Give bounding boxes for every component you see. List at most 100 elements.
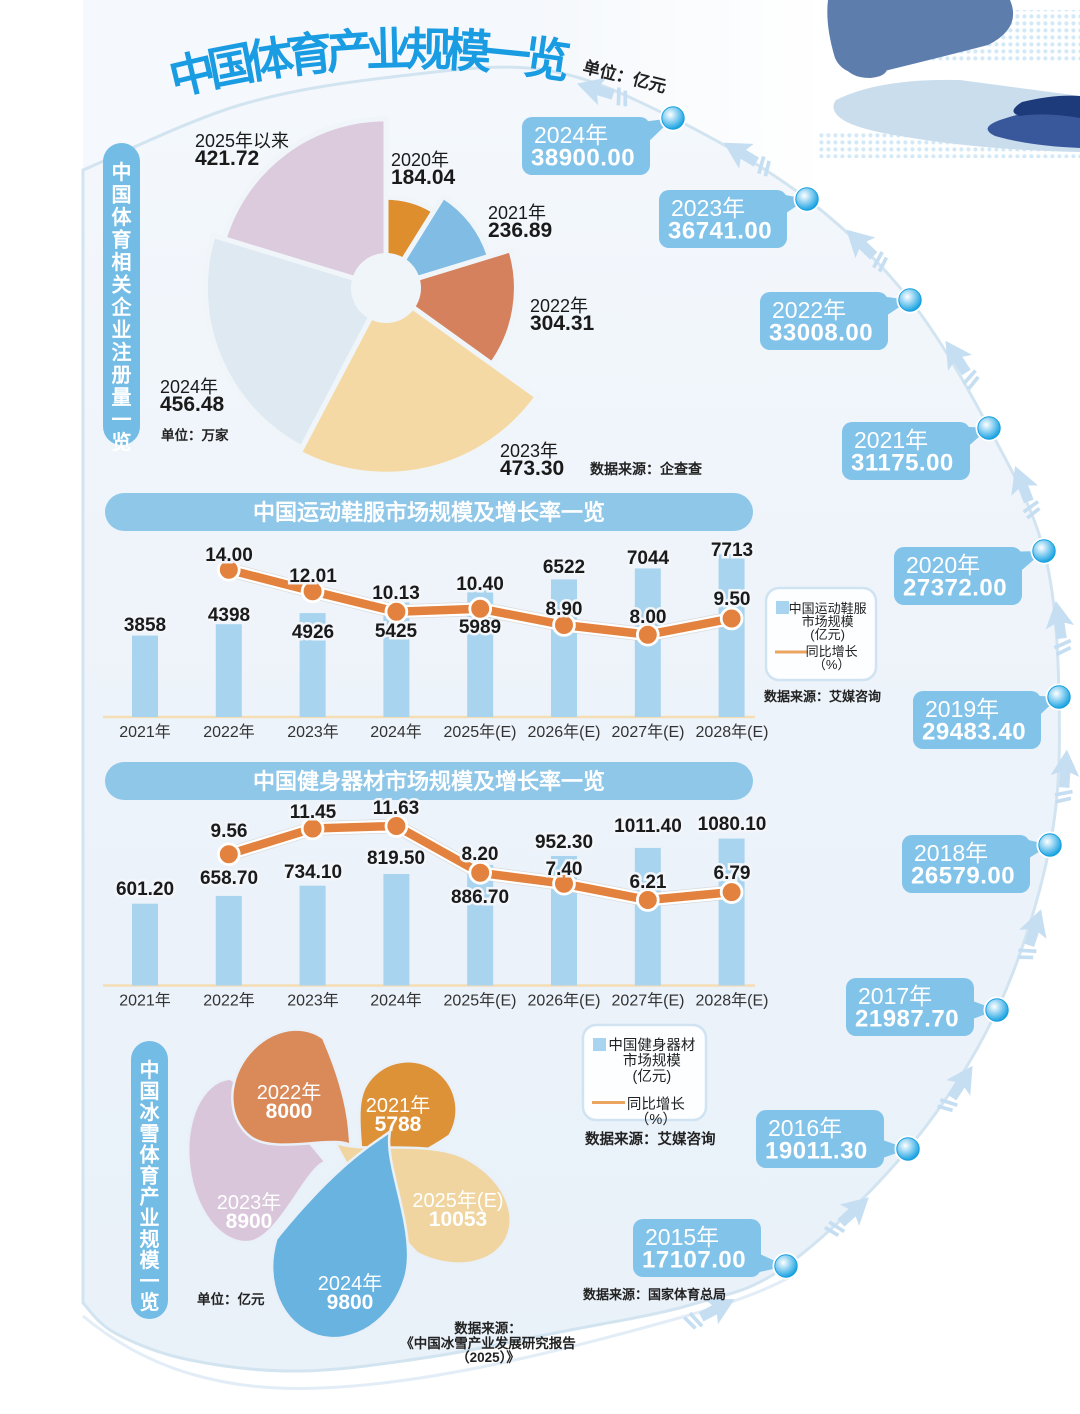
svg-text:2025年(E): 2025年(E) bbox=[412, 1189, 503, 1212]
svg-text:2026年(E): 2026年(E) bbox=[528, 723, 601, 741]
svg-text:473.30: 473.30 bbox=[500, 457, 564, 480]
svg-text:国: 国 bbox=[112, 185, 132, 207]
svg-text:2019年: 2019年 bbox=[925, 696, 999, 722]
svg-text:2024年: 2024年 bbox=[370, 723, 422, 741]
svg-text:产: 产 bbox=[140, 1185, 160, 1209]
svg-text:《中国冰雪产业发展研究报告: 《中国冰雪产业发展研究报告 bbox=[400, 1335, 576, 1351]
svg-text:市场规模: 市场规模 bbox=[623, 1053, 681, 1070]
svg-text:业: 业 bbox=[112, 319, 132, 342]
svg-text:9800: 9800 bbox=[327, 1291, 374, 1314]
svg-text:26579.00: 26579.00 bbox=[911, 863, 1015, 890]
svg-text:2028年(E): 2028年(E) bbox=[696, 723, 769, 741]
svg-text:育: 育 bbox=[140, 1164, 160, 1188]
svg-text:单位：亿元: 单位：亿元 bbox=[197, 1291, 265, 1307]
svg-text:29483.40: 29483.40 bbox=[922, 719, 1026, 746]
svg-text:7.40: 7.40 bbox=[546, 859, 583, 880]
svg-text:2018年: 2018年 bbox=[914, 840, 988, 866]
svg-text:2017年: 2017年 bbox=[858, 983, 932, 1009]
svg-text:2028年(E): 2028年(E) bbox=[696, 992, 769, 1010]
svg-text:国: 国 bbox=[140, 1081, 160, 1103]
svg-text:33008.00: 33008.00 bbox=[769, 320, 873, 347]
svg-text:2016年: 2016年 bbox=[768, 1115, 842, 1141]
svg-text:2026年(E): 2026年(E) bbox=[528, 992, 601, 1010]
svg-text:业: 业 bbox=[140, 1207, 160, 1230]
svg-text:2021年: 2021年 bbox=[854, 427, 928, 453]
svg-text:5425: 5425 bbox=[375, 621, 418, 642]
svg-text:886.70: 886.70 bbox=[451, 887, 509, 908]
svg-text:2025年以来: 2025年以来 bbox=[195, 131, 289, 151]
svg-text:中国运动鞋服市场规模及增长率一览: 中国运动鞋服市场规模及增长率一览 bbox=[253, 500, 605, 525]
svg-text:421.72: 421.72 bbox=[195, 147, 259, 170]
svg-text:952.30: 952.30 bbox=[535, 832, 593, 853]
svg-text:8.00: 8.00 bbox=[630, 607, 667, 628]
svg-text:册: 册 bbox=[112, 365, 132, 387]
svg-text:2021年: 2021年 bbox=[119, 992, 171, 1010]
svg-text:2022年: 2022年 bbox=[530, 296, 588, 316]
svg-text:中: 中 bbox=[112, 160, 132, 184]
svg-text:2022年: 2022年 bbox=[203, 723, 255, 741]
svg-text:数据来源：: 数据来源： bbox=[454, 1320, 522, 1336]
svg-text:2021年: 2021年 bbox=[366, 1094, 431, 1117]
svg-text:注: 注 bbox=[112, 340, 132, 364]
svg-text:2022年: 2022年 bbox=[772, 297, 846, 323]
svg-text:2023年: 2023年 bbox=[500, 441, 558, 461]
svg-text:览: 览 bbox=[140, 1290, 160, 1314]
svg-text:关: 关 bbox=[112, 273, 132, 297]
svg-text:1080.10: 1080.10 bbox=[698, 814, 767, 835]
svg-text:相: 相 bbox=[112, 250, 132, 274]
svg-text:2023年: 2023年 bbox=[217, 1191, 282, 1214]
svg-text:同比增长: 同比增长 bbox=[806, 644, 858, 659]
svg-text:4926: 4926 bbox=[292, 622, 334, 643]
svg-text:一: 一 bbox=[140, 1271, 160, 1293]
svg-text:雪: 雪 bbox=[140, 1122, 160, 1145]
svg-text:11.63: 11.63 bbox=[373, 798, 420, 819]
svg-text:6.21: 6.21 bbox=[630, 872, 667, 893]
svg-text:2024年: 2024年 bbox=[318, 1272, 383, 1295]
svg-text:8.90: 8.90 bbox=[546, 599, 583, 620]
svg-text:2023年: 2023年 bbox=[287, 992, 339, 1010]
svg-text:27372.00: 27372.00 bbox=[903, 575, 1007, 602]
svg-text:2024年: 2024年 bbox=[160, 377, 218, 397]
svg-text:10.40: 10.40 bbox=[456, 574, 504, 595]
svg-text:1011.40: 1011.40 bbox=[614, 816, 682, 837]
svg-text:7044: 7044 bbox=[627, 548, 670, 569]
svg-text:(亿元): (亿元) bbox=[810, 627, 845, 642]
svg-text:2015年: 2015年 bbox=[645, 1224, 719, 1250]
svg-text:规: 规 bbox=[140, 1228, 160, 1251]
svg-text:2024年: 2024年 bbox=[534, 122, 608, 148]
svg-text:4398: 4398 bbox=[208, 605, 250, 626]
svg-text:236.89: 236.89 bbox=[488, 219, 552, 242]
svg-text:2022年: 2022年 bbox=[257, 1081, 322, 1104]
svg-text:模: 模 bbox=[140, 1248, 161, 1272]
svg-text:2021年: 2021年 bbox=[488, 203, 546, 223]
svg-text:数据来源：国家体育总局: 数据来源：国家体育总局 bbox=[583, 1287, 726, 1302]
svg-text:(亿元): (亿元) bbox=[633, 1068, 672, 1085]
svg-text:体: 体 bbox=[140, 1142, 161, 1166]
svg-text:中: 中 bbox=[140, 1058, 160, 1082]
svg-text:单位：万家: 单位：万家 bbox=[161, 427, 229, 443]
svg-text:14.00: 14.00 bbox=[205, 545, 253, 566]
svg-text:数据来源：艾媒咨询: 数据来源：艾媒咨询 bbox=[764, 689, 881, 704]
svg-text:览: 览 bbox=[112, 430, 132, 454]
svg-text:9.50: 9.50 bbox=[714, 589, 751, 610]
svg-text:一: 一 bbox=[112, 410, 132, 432]
svg-text:184.04: 184.04 bbox=[391, 166, 456, 189]
svg-text:11.45: 11.45 bbox=[290, 802, 337, 823]
svg-text:中国运动鞋服: 中国运动鞋服 bbox=[789, 601, 867, 616]
svg-text:8900: 8900 bbox=[226, 1210, 273, 1233]
svg-text:冰: 冰 bbox=[140, 1101, 161, 1124]
svg-text:734.10: 734.10 bbox=[284, 862, 342, 883]
svg-text:3858: 3858 bbox=[124, 615, 166, 636]
svg-text:5788: 5788 bbox=[375, 1113, 422, 1136]
svg-text:658.70: 658.70 bbox=[200, 868, 258, 889]
svg-text:2021年: 2021年 bbox=[119, 723, 171, 741]
svg-text:（2025）》: （2025）》 bbox=[456, 1350, 520, 1365]
svg-text:12.01: 12.01 bbox=[289, 566, 337, 587]
svg-text:8000: 8000 bbox=[266, 1100, 313, 1123]
svg-text:6522: 6522 bbox=[543, 557, 585, 578]
svg-text:中国健身器材市场规模及增长率一览: 中国健身器材市场规模及增长率一览 bbox=[253, 769, 605, 794]
svg-text:（%）: （%） bbox=[813, 657, 851, 672]
svg-text:601.20: 601.20 bbox=[116, 879, 174, 900]
svg-text:7713: 7713 bbox=[711, 540, 753, 561]
svg-text:育: 育 bbox=[112, 228, 132, 252]
